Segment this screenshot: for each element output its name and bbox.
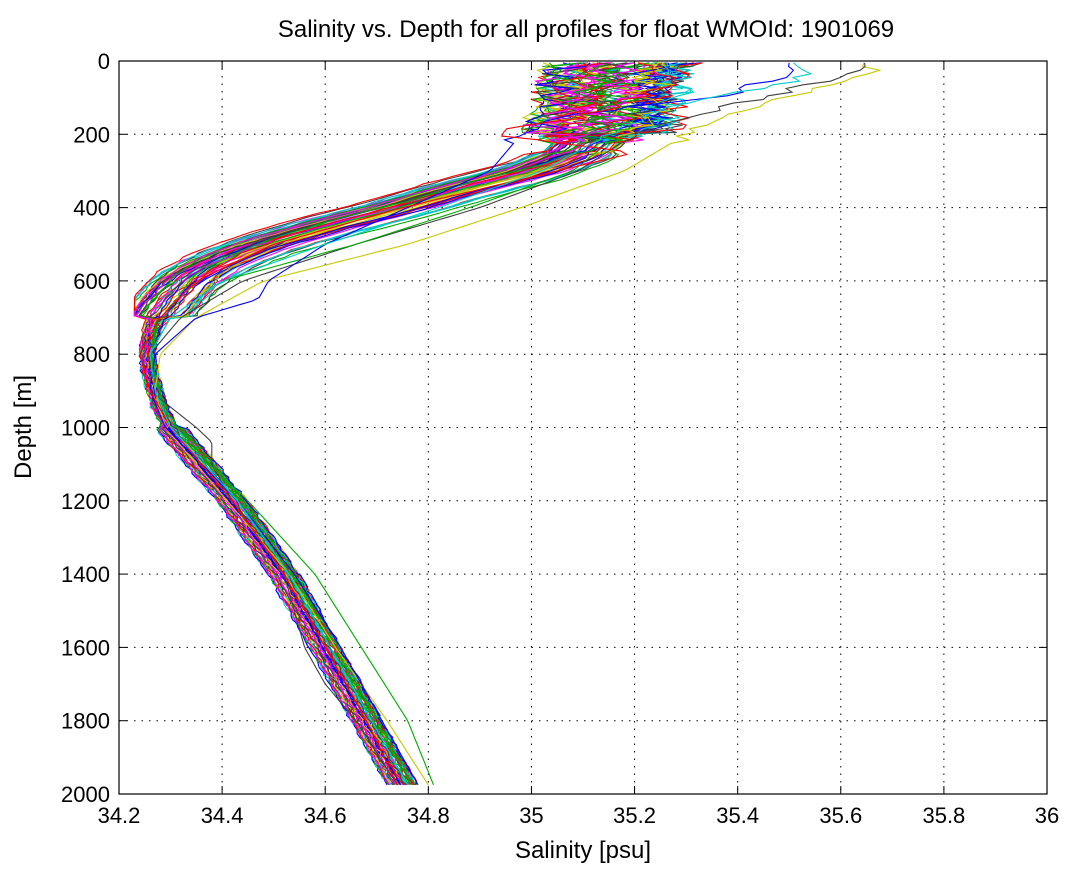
salinity-profile-line (143, 62, 676, 786)
salinity-profile-line (149, 62, 813, 786)
salinity-profile-line (139, 62, 612, 786)
salinity-profile-line (141, 62, 668, 786)
salinity-profile-line (133, 62, 683, 786)
y-tick-label: 1000 (61, 416, 110, 441)
x-tick-label: 34.2 (98, 803, 141, 828)
salinity-profile-line (133, 62, 703, 786)
salinity-profile-line (149, 62, 636, 786)
salinity-profile-line (133, 62, 690, 786)
salinity-profile-line (135, 62, 703, 786)
y-tick-label: 2000 (61, 782, 110, 807)
salinity-profile-line (151, 62, 695, 786)
chart-title: Salinity vs. Depth for all profiles for … (278, 16, 894, 43)
salinity-profile-line (149, 62, 866, 786)
salinity-profile-line (144, 62, 683, 785)
salinity-profile-line (133, 62, 673, 785)
salinity-profile-line (149, 62, 795, 786)
salinity-profile-line (133, 62, 702, 786)
salinity-profile-line (147, 62, 669, 786)
salinity-profile-line (144, 62, 670, 786)
x-tick-label: 34.6 (304, 803, 347, 828)
salinity-profile-line (133, 62, 691, 785)
y-tick-label: 1200 (61, 489, 110, 514)
y-axis-label: Depth [m] (10, 375, 37, 479)
x-tick-label: 35.4 (716, 803, 759, 828)
salinity-profile-line (139, 62, 660, 785)
x-tick-label: 35 (519, 803, 543, 828)
salinity-profile-line (138, 62, 628, 786)
salinity-profile-line (139, 62, 679, 786)
y-tick-label: 200 (73, 122, 110, 147)
salinity-profile-line (141, 62, 621, 785)
y-tick-label: 0 (98, 49, 110, 74)
x-tick-label: 35.6 (819, 803, 862, 828)
x-tick-label: 35.2 (613, 803, 656, 828)
salinity-profile-line (133, 62, 695, 785)
y-tick-label: 400 (73, 196, 110, 221)
y-tick-label: 800 (73, 342, 110, 367)
x-tick-label: 34.8 (407, 803, 450, 828)
y-tick-label: 1400 (61, 562, 110, 587)
x-axis-label: Salinity [psu] (515, 837, 651, 864)
salinity-profile-line (153, 62, 694, 786)
y-tick-label: 1600 (61, 635, 110, 660)
salinity-profile-line (140, 62, 693, 786)
grid-lines (119, 61, 1047, 794)
y-tick-label: 1800 (61, 709, 110, 734)
salinity-profile-line (133, 62, 676, 786)
salinity-profile-line (142, 62, 643, 785)
salinity-profile-line (133, 62, 644, 786)
x-tick-label: 35.8 (922, 803, 965, 828)
x-tick-label: 34.4 (201, 803, 244, 828)
y-tick-label: 600 (73, 269, 110, 294)
salinity-profile-line (147, 62, 678, 786)
salinity-profile-line (133, 62, 692, 786)
profile-lines (133, 62, 882, 786)
salinity-profile-line (139, 62, 674, 785)
axis-ticks: 34.2 34.4 34.6 34.8 35 35.2 35.4 35.6 35.8 36 0 200… (61, 49, 1059, 828)
salinity-profile-line (144, 62, 687, 785)
x-tick-label: 36 (1035, 803, 1059, 828)
salinity-profile-line (152, 62, 620, 785)
